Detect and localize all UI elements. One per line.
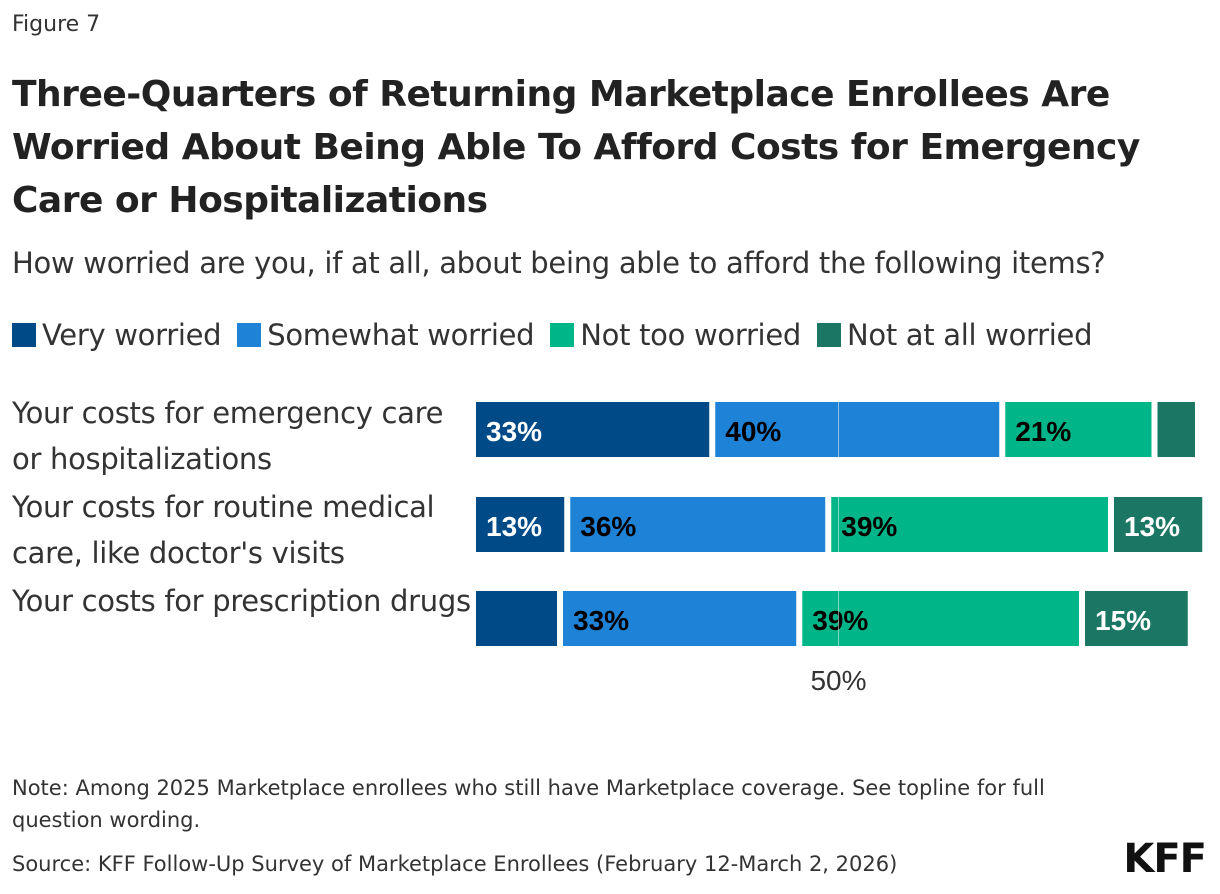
note-text: Note: Among 2025 Marketplace enrollees w… [12, 776, 1045, 832]
legend-label: Very worried [42, 318, 222, 352]
legend-item-not-too-worried: Not too worried [550, 318, 801, 352]
data-label: 13% [1124, 511, 1180, 542]
bar-segment [831, 497, 1108, 552]
bar-segment [570, 497, 826, 552]
data-label: 13% [486, 511, 542, 542]
bar-segment [1005, 402, 1152, 457]
legend-swatch [550, 323, 575, 347]
bar-segment [476, 591, 557, 646]
bar-segment [476, 402, 710, 457]
category-label: Your costs for emergency care or hospita… [12, 396, 444, 476]
data-label: 21% [1015, 416, 1071, 447]
legend-swatch [816, 323, 841, 347]
source-text: Source: KFF Follow-Up Survey of Marketpl… [12, 852, 898, 876]
legend-label: Somewhat worried [267, 318, 535, 352]
bar-segment [1157, 402, 1195, 457]
legend: Very worried Somewhat worried Not too wo… [12, 318, 1108, 352]
legend-label: Not at all worried [846, 318, 1093, 352]
legend-item-very-worried: Very worried [12, 318, 222, 352]
legend-item-somewhat-worried: Somewhat worried [237, 318, 535, 352]
legend-label: Not too worried [580, 318, 801, 352]
legend-swatch [237, 323, 262, 347]
figure-label: Figure 7 [12, 12, 101, 37]
data-label: 36% [580, 511, 636, 542]
bar-segment [715, 402, 1000, 457]
bar-segment [476, 497, 565, 552]
data-label: 33% [573, 605, 629, 636]
legend-item-not-at-all-worried: Not at all worried [816, 318, 1093, 352]
data-label: 33% [486, 416, 542, 447]
chart-title: Three-Quarters of Returning Marketplace … [12, 74, 1140, 221]
bar-segment [802, 591, 1079, 646]
data-label: 15% [1095, 605, 1151, 636]
kff-logo: KFF [1123, 836, 1207, 882]
bar-chart: 33% 40% 21% 13% 36% 39% 13% 33% 39% 15% 50% [476, 402, 1203, 696]
data-label: 40% [725, 416, 781, 447]
category-label: Your costs for routine medical care, lik… [12, 490, 435, 570]
reference-line-label: 50% [810, 665, 866, 696]
bar-segment [1114, 497, 1203, 552]
chart-subtitle: How worried are you, if at all, about be… [12, 246, 1106, 280]
data-label: 39% [812, 605, 868, 636]
data-label: 39% [841, 511, 897, 542]
category-label: Your costs for prescription drugs [12, 584, 471, 618]
bar-segment [1085, 591, 1188, 646]
bar-segment [563, 591, 797, 646]
legend-swatch [12, 323, 36, 347]
